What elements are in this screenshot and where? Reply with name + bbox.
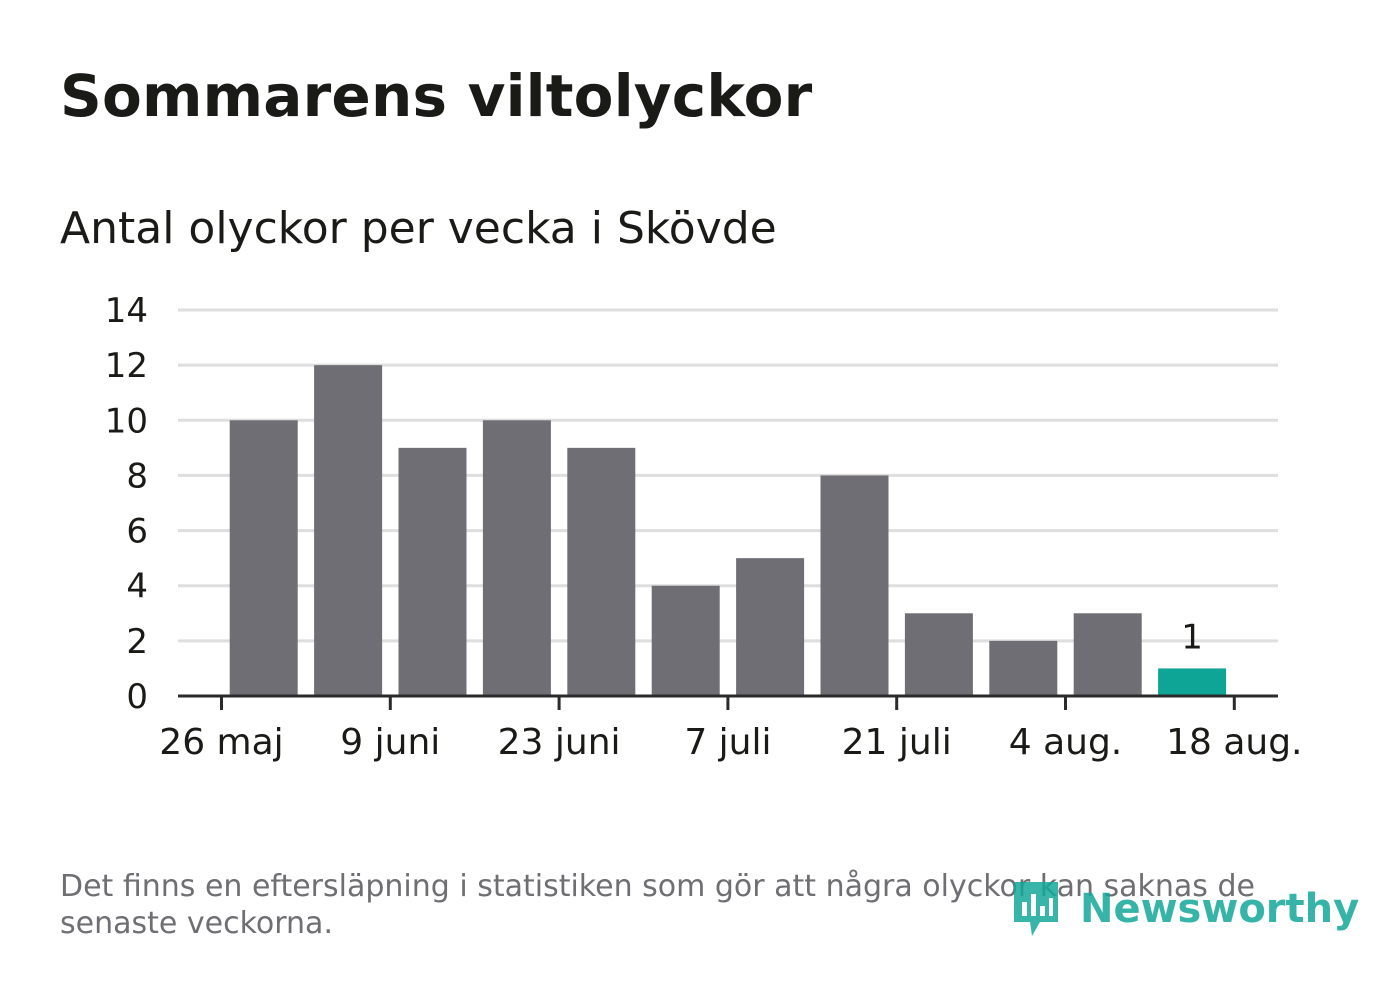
bar <box>736 558 805 696</box>
y-tick-label: 4 <box>126 567 148 607</box>
bar <box>229 420 298 696</box>
x-tick-label: 9 juni <box>340 722 440 763</box>
y-tick-label: 14 <box>105 291 148 331</box>
chart-subtitle: Antal olyckor per vecka i Skövde <box>60 203 777 254</box>
bar <box>820 475 889 696</box>
y-tick-label: 6 <box>126 512 148 552</box>
bar <box>482 420 551 696</box>
x-tick-label: 23 juni <box>498 722 621 763</box>
bar <box>904 613 973 696</box>
bars <box>229 365 1227 696</box>
bar <box>651 585 720 696</box>
bar <box>567 447 636 696</box>
bar <box>1073 613 1142 696</box>
y-tick-label: 8 <box>126 456 148 496</box>
chart-title: Sommarens viltolyckor <box>60 62 813 130</box>
x-tick-label: 7 juli <box>684 722 771 763</box>
y-tick-label: 2 <box>126 622 148 662</box>
x-axis: 26 maj 9 juni 23 juni 7 juli 21 juli 4 aug. 18… <box>159 694 1303 763</box>
y-tick-label: 12 <box>105 346 148 386</box>
x-tick-label: 26 maj <box>159 722 283 763</box>
y-tick-label: 10 <box>105 401 148 441</box>
bar <box>314 365 383 696</box>
bar <box>1158 668 1227 696</box>
data-labels: 1 <box>1181 617 1203 657</box>
y-axis-ticks: 0 2 4 6 8 10 12 14 <box>105 291 148 717</box>
brand-logo[interactable]: Newsworthy <box>1010 878 1359 940</box>
brand-name: Newsworthy <box>1080 886 1360 932</box>
x-tick-label: 4 aug. <box>1009 722 1123 763</box>
data-label: 1 <box>1181 617 1203 657</box>
x-tick-label: 18 aug. <box>1166 722 1302 763</box>
y-tick-label: 0 <box>126 677 148 717</box>
bar <box>398 447 467 696</box>
newsworthy-logo-icon <box>1014 882 1058 936</box>
x-tick-label: 21 juli <box>842 722 952 763</box>
bar <box>989 640 1058 696</box>
